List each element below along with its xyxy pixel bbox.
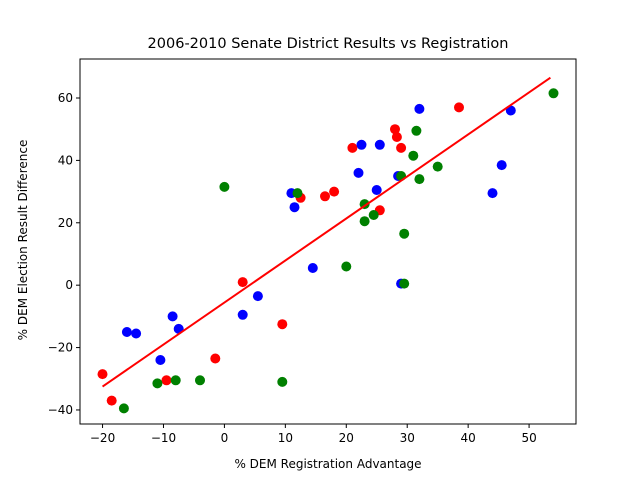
data-point xyxy=(454,102,464,113)
data-point xyxy=(155,355,166,365)
y-tick-label: 0 xyxy=(65,278,73,292)
data-point xyxy=(408,150,419,161)
data-point xyxy=(371,185,382,195)
data-point xyxy=(121,327,132,337)
data-point xyxy=(374,139,385,150)
x-tick-label: 50 xyxy=(521,431,536,445)
data-point xyxy=(356,139,367,150)
data-point xyxy=(237,277,248,288)
data-point xyxy=(277,376,288,387)
data-point xyxy=(353,167,364,178)
data-point xyxy=(118,403,129,414)
y-tick-label: −20 xyxy=(48,341,73,355)
data-point xyxy=(237,309,248,320)
data-point xyxy=(347,142,358,153)
x-tick-label: 20 xyxy=(339,431,354,445)
x-tick-label: 0 xyxy=(221,431,229,445)
y-tick-label: −40 xyxy=(48,403,73,417)
data-point xyxy=(399,228,410,239)
trend-line xyxy=(101,76,551,388)
y-axis-label: % DEM Election Result Difference xyxy=(16,140,30,341)
data-point xyxy=(329,186,340,197)
data-point xyxy=(414,174,425,185)
data-point xyxy=(131,328,142,339)
x-tick-label: 10 xyxy=(278,431,293,445)
data-point xyxy=(341,261,352,272)
data-point xyxy=(167,311,178,322)
data-point xyxy=(292,188,303,199)
data-point xyxy=(219,181,230,192)
y-tick-label: 60 xyxy=(58,91,73,105)
data-point xyxy=(432,161,443,172)
data-point xyxy=(359,216,370,227)
data-point xyxy=(487,188,498,199)
data-point xyxy=(390,124,400,135)
y-tick-label: 20 xyxy=(58,216,73,230)
chart-title: 2006-2010 Senate District Results vs Reg… xyxy=(148,36,509,52)
data-point xyxy=(210,353,221,364)
data-point xyxy=(391,132,402,142)
data-point xyxy=(396,142,407,153)
x-tick-label: 40 xyxy=(461,431,476,445)
data-point xyxy=(368,210,379,220)
data-point xyxy=(195,375,205,386)
x-tick-label: 30 xyxy=(400,431,415,445)
data-point xyxy=(399,278,410,289)
data-point xyxy=(411,125,422,136)
data-point xyxy=(289,202,300,213)
x-tick-label: −20 xyxy=(90,431,115,445)
x-axis-label: % DEM Registration Advantage xyxy=(234,457,421,471)
data-point xyxy=(320,191,330,202)
data-point xyxy=(277,319,288,330)
x-tick-label: −10 xyxy=(151,431,176,445)
data-point xyxy=(307,263,318,273)
data-point xyxy=(505,105,516,116)
data-point xyxy=(496,160,507,171)
data-point xyxy=(106,395,117,406)
data-point xyxy=(548,88,559,99)
y-tick-label: 40 xyxy=(58,153,73,167)
plot-area: −20 −10 0 10 20 30 40 50 −40 −20 0 20 40 60 xyxy=(48,58,577,445)
data-point xyxy=(252,291,263,302)
data-point xyxy=(414,103,425,114)
axes-frame xyxy=(79,58,577,425)
data-point xyxy=(152,378,163,389)
data-point xyxy=(97,369,108,380)
data-point xyxy=(161,375,172,386)
data-point xyxy=(170,375,181,386)
